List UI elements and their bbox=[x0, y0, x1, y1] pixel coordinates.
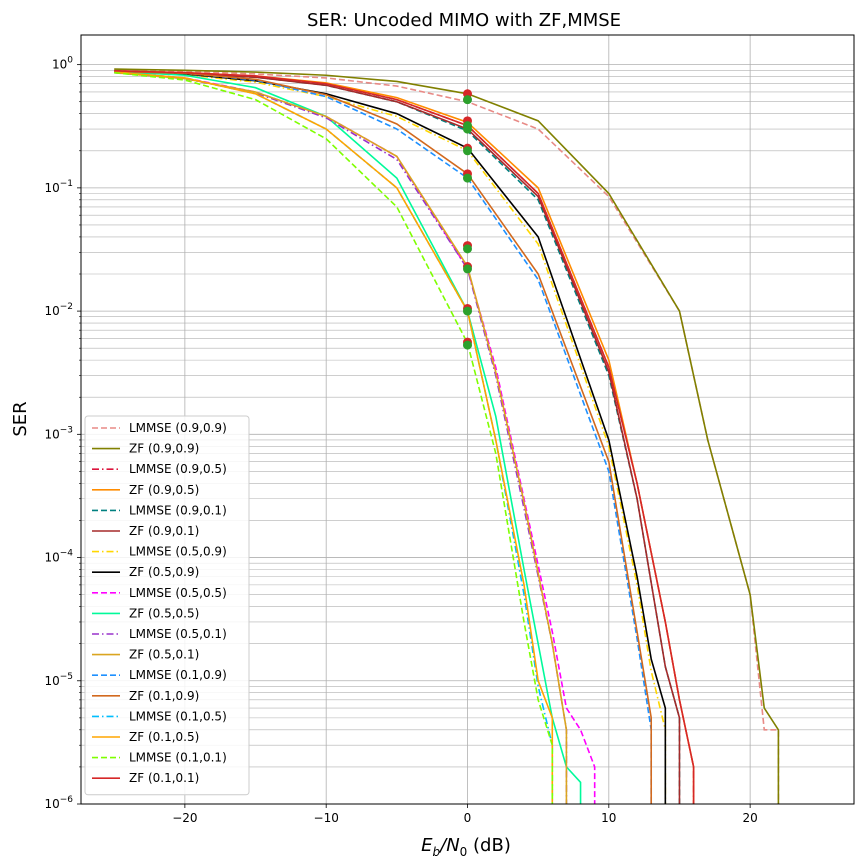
marker-point-12 bbox=[463, 264, 472, 274]
y-tick-label: 10−1 bbox=[44, 179, 73, 195]
series-line-0 bbox=[114, 69, 780, 804]
y-tick-label: 100 bbox=[52, 56, 73, 72]
series-lines bbox=[114, 68, 780, 804]
legend-entry: LMMSE (0.9,0.1) bbox=[129, 503, 227, 517]
series-line-6 bbox=[114, 70, 667, 804]
series-line-16 bbox=[114, 71, 554, 804]
legend-entry: LMMSE (0.9,0.5) bbox=[129, 462, 227, 476]
legend-entry: ZF (0.9,0.9) bbox=[129, 442, 199, 456]
y-tick-label: 10−3 bbox=[44, 425, 73, 441]
marker-point-4 bbox=[463, 124, 472, 134]
marker-point-16 bbox=[463, 340, 472, 350]
x-tick-label: 0 bbox=[464, 811, 472, 825]
marker-point-10 bbox=[463, 244, 472, 254]
legend-entry: ZF (0.5,0.9) bbox=[129, 565, 199, 579]
y-tick-label: 10−5 bbox=[44, 672, 73, 688]
marker-point-1 bbox=[463, 95, 472, 105]
legend-entry: LMMSE (0.9,0.9) bbox=[129, 421, 227, 435]
legend-entry: LMMSE (0.5,0.9) bbox=[129, 545, 227, 559]
legend-entry: LMMSE (0.5,0.5) bbox=[129, 586, 227, 600]
legend: LMMSE (0.9,0.9) ZF (0.9,0.9) LMMSE (0.9,0.… bbox=[84, 415, 250, 796]
series-line-5 bbox=[114, 70, 681, 804]
series-line-17 bbox=[114, 70, 695, 804]
marker-point-14 bbox=[463, 306, 472, 316]
marker-point-8 bbox=[463, 173, 472, 183]
legend-entry: LMMSE (0.1,0.1) bbox=[129, 751, 227, 765]
axis-ticks: −20 −10 0 10 20 100 10−1 10−2 10−3 10−4 10−5 10−6 bbox=[44, 56, 757, 825]
legend-entry: LMMSE (0.5,0.1) bbox=[129, 627, 227, 641]
legend-entry: ZF (0.5,0.5) bbox=[129, 606, 199, 620]
series-line-8 bbox=[114, 71, 596, 804]
zero-db-markers bbox=[463, 89, 472, 350]
y-tick-label: 10−6 bbox=[44, 795, 73, 811]
legend-entry: ZF (0.9,0.1) bbox=[129, 524, 199, 538]
marker-point-6 bbox=[463, 146, 472, 156]
legend-entry: ZF (0.1,0.9) bbox=[129, 689, 199, 703]
legend-entry: ZF (0.5,0.1) bbox=[129, 648, 199, 662]
y-tick-label: 10−4 bbox=[44, 549, 73, 565]
x-tick-label: −20 bbox=[172, 811, 197, 825]
x-axis-label: Eb/N0 (dB) bbox=[421, 835, 511, 859]
legend-entry: ZF (0.1,0.1) bbox=[129, 771, 199, 785]
legend-entry: ZF (0.9,0.5) bbox=[129, 483, 199, 497]
legend-entry: LMMSE (0.1,0.5) bbox=[129, 709, 227, 723]
y-axis-label: SER bbox=[10, 401, 31, 436]
chart-title: SER: Uncoded MIMO with ZF,MMSE bbox=[307, 10, 621, 31]
legend-entry: ZF (0.1,0.5) bbox=[129, 730, 199, 744]
series-line-1 bbox=[114, 68, 780, 804]
y-tick-label: 10−2 bbox=[44, 302, 73, 318]
legend-box bbox=[84, 415, 250, 796]
x-tick-label: −10 bbox=[314, 811, 339, 825]
x-tick-label: 10 bbox=[601, 811, 616, 825]
series-line-9 bbox=[114, 70, 582, 804]
legend-entry: LMMSE (0.1,0.9) bbox=[129, 668, 227, 682]
x-tick-label: 20 bbox=[742, 811, 757, 825]
